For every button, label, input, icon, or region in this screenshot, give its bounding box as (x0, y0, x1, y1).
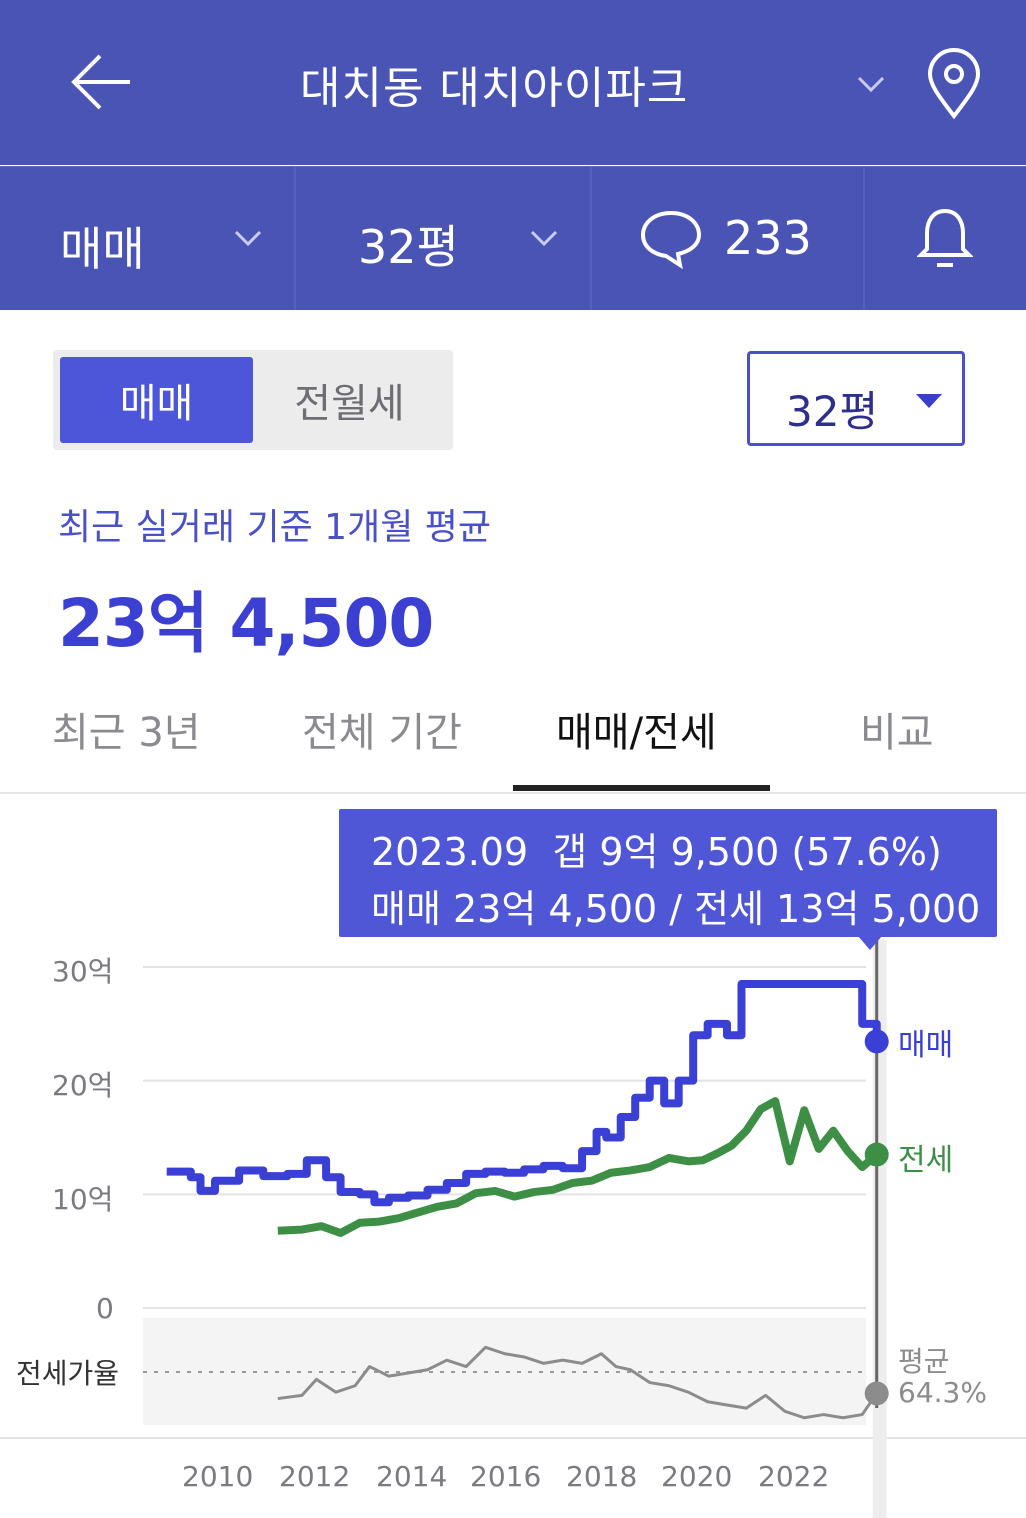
chevron-down-icon (234, 230, 262, 247)
speech-bubble-icon (640, 210, 702, 269)
legend-jeonse: 전세 (898, 1143, 954, 1178)
sale-endpoint (864, 1029, 889, 1054)
location-button[interactable] (925, 48, 983, 120)
x-tick-label: 2012 (279, 1460, 351, 1493)
tab-sale-jeonse[interactable]: 매매/전세 (556, 710, 717, 756)
size-dropdown-value: 32평 (786, 387, 879, 436)
tooltip-price-line: 매매 23억 4,500 / 전세 13억 5,000 (371, 887, 981, 931)
x-tick-label: 2022 (758, 1460, 830, 1493)
ratio-average-label: 평균 (898, 1345, 950, 1378)
chevron-down-icon (857, 76, 885, 93)
tab-compare[interactable]: 비교 (860, 710, 934, 756)
filter-bar: 매매 32평 233 (0, 166, 1026, 310)
back-button[interactable] (66, 50, 136, 114)
x-tick-label: 2018 (566, 1460, 638, 1493)
trade-type-value: 매매 (60, 222, 145, 276)
jeonse-line (277, 1097, 880, 1237)
toggle-rent[interactable]: 전월세 (294, 381, 405, 427)
tooltip-gap-line: 2023.09 갭 9억 9,500 (57.6%) (371, 830, 942, 874)
ratio-line (277, 1345, 878, 1420)
arrow-left-icon (71, 54, 130, 110)
size-dropdown[interactable]: 32평 (747, 351, 965, 446)
tab-all-period[interactable]: 전체 기간 (302, 710, 462, 756)
y-tick-label: 10억 (52, 1183, 114, 1216)
x-tick-label: 2016 (470, 1460, 542, 1493)
comments-button[interactable]: 233 (592, 167, 865, 310)
alarm-button[interactable] (865, 167, 1026, 310)
x-tick-label: 2020 (661, 1460, 733, 1493)
page-title: 대치동 대치아이파크 (300, 63, 689, 114)
bell-icon (917, 208, 973, 267)
x-tick-label: 2014 (376, 1460, 448, 1493)
tabs-divider (0, 792, 1026, 794)
ratio-band (143, 1318, 866, 1425)
toggle-sale[interactable]: 매매 (60, 357, 253, 443)
tab-recent-3y[interactable]: 최근 3년 (52, 710, 201, 756)
chart-tooltip: 2023.09 갭 9억 9,500 (57.6%) 매매 23억 4,500 … (339, 809, 997, 937)
ratio-endpoint (864, 1381, 889, 1406)
size-select[interactable]: 32평 (296, 167, 592, 310)
y-tick-label: 30억 (52, 955, 114, 988)
sale-line (166, 980, 881, 1207)
map-pin-icon (927, 48, 981, 120)
active-tab-indicator (513, 785, 770, 791)
summary-caption: 최근 실거래 기준 1개월 평균 (58, 507, 491, 548)
trade-type-select[interactable]: 매매 (0, 167, 296, 310)
title-dropdown-button[interactable] (855, 68, 887, 100)
jeonse-endpoint (864, 1142, 889, 1167)
tooltip-arrow (858, 936, 882, 950)
caret-down-icon (916, 394, 942, 408)
x-tick-label: 2010 (182, 1460, 254, 1493)
size-value: 32평 (358, 220, 459, 274)
y-tick-label: 20억 (52, 1069, 114, 1102)
summary-price: 23억 4,500 (58, 585, 434, 662)
comment-count: 233 (724, 211, 812, 265)
ratio-axis-label: 전세가율 (16, 1357, 120, 1390)
y-tick-label: 0 (96, 1292, 114, 1325)
trade-toggle: 매매 전월세 (53, 350, 453, 450)
chevron-down-icon (530, 230, 558, 247)
cursor-band (872, 940, 887, 1518)
ratio-average-value: 64.3% (898, 1376, 987, 1409)
app-header: 대치동 대치아이파크 (0, 0, 1026, 165)
legend-sale: 매매 (898, 1028, 954, 1063)
